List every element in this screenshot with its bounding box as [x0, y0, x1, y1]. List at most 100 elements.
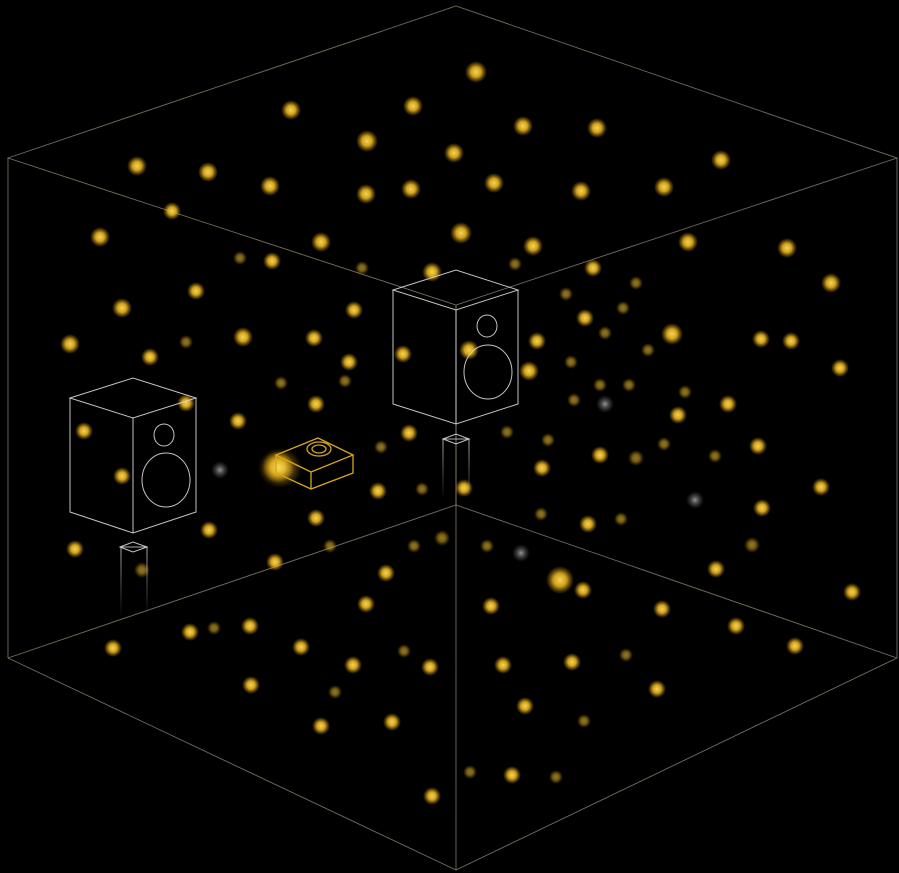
particle [134, 562, 150, 578]
particle [744, 537, 760, 553]
particle [229, 412, 247, 430]
particle [311, 232, 331, 252]
reflection-particles [60, 61, 861, 805]
particle [233, 251, 247, 265]
particle [434, 530, 450, 546]
particle [782, 332, 800, 350]
sound-source-cone-inner [311, 444, 327, 454]
particle [260, 176, 280, 196]
particle [749, 437, 767, 455]
particle [546, 566, 574, 594]
particle [574, 581, 592, 599]
particle [484, 173, 504, 193]
particle [179, 335, 193, 349]
particle [374, 440, 388, 454]
particle [494, 656, 512, 674]
left-speaker-top [68, 377, 198, 419]
particle [786, 637, 804, 655]
particle [397, 644, 411, 658]
particle [707, 560, 725, 578]
particle [401, 179, 421, 199]
sound-source-glow [258, 448, 302, 488]
particle [577, 714, 591, 728]
particle [356, 184, 376, 204]
particle [622, 378, 636, 392]
room-floor-back-edge [7, 504, 898, 659]
particle [307, 395, 325, 413]
particle [753, 499, 771, 517]
particle [403, 96, 423, 116]
left-speaker [68, 377, 198, 618]
particle [344, 656, 362, 674]
particle [576, 309, 594, 327]
particle [112, 298, 132, 318]
particle-grey [596, 395, 614, 413]
particle [444, 143, 464, 163]
left-speaker-stand [120, 546, 148, 618]
left-speaker-tweeter [153, 423, 175, 447]
particle [307, 509, 325, 527]
particle [187, 282, 205, 300]
particle [669, 406, 687, 424]
particle [328, 685, 342, 699]
particle [242, 676, 260, 694]
particle [598, 326, 612, 340]
particle [519, 361, 539, 381]
particle [708, 449, 722, 463]
particle [563, 653, 581, 671]
particle [338, 374, 352, 388]
particle [719, 395, 737, 413]
particle [177, 394, 195, 412]
particle [516, 697, 534, 715]
particle [465, 61, 487, 83]
particle [394, 345, 412, 363]
particle [812, 478, 830, 496]
particle [198, 162, 218, 182]
particle-grey [686, 491, 704, 509]
particle [340, 353, 358, 371]
particle [503, 766, 521, 784]
particle [345, 301, 363, 319]
particle [312, 717, 330, 735]
particle [534, 507, 548, 521]
particle [104, 639, 122, 657]
rear-speaker-stand [442, 438, 470, 500]
particle [843, 583, 861, 601]
particle [163, 202, 181, 220]
particle [407, 539, 421, 553]
particle [593, 378, 607, 392]
room-floor-front-edge [7, 657, 898, 871]
particle [657, 437, 671, 451]
particle [274, 376, 288, 390]
particle [629, 276, 643, 290]
particle [591, 446, 609, 464]
particle [357, 595, 375, 613]
particle [463, 765, 477, 779]
particle-grey [211, 461, 229, 479]
particle [821, 273, 841, 293]
particle [377, 564, 395, 582]
particle [541, 433, 555, 447]
particle [415, 482, 429, 496]
particle [281, 100, 301, 120]
particle [292, 638, 310, 656]
particle [482, 597, 500, 615]
particle [455, 479, 473, 497]
particle [584, 259, 602, 277]
particle [727, 617, 745, 635]
particle [528, 332, 546, 350]
particle [233, 327, 253, 347]
particle [648, 680, 666, 698]
particle [654, 177, 674, 197]
particle [480, 539, 494, 553]
particle [564, 355, 578, 369]
particle [533, 459, 551, 477]
particle [628, 450, 644, 466]
particle [200, 521, 218, 539]
particle [616, 301, 630, 315]
particle [523, 236, 543, 256]
left-speaker-woofer [141, 452, 191, 508]
particle [450, 222, 472, 244]
particle [500, 425, 514, 439]
particle [831, 359, 849, 377]
